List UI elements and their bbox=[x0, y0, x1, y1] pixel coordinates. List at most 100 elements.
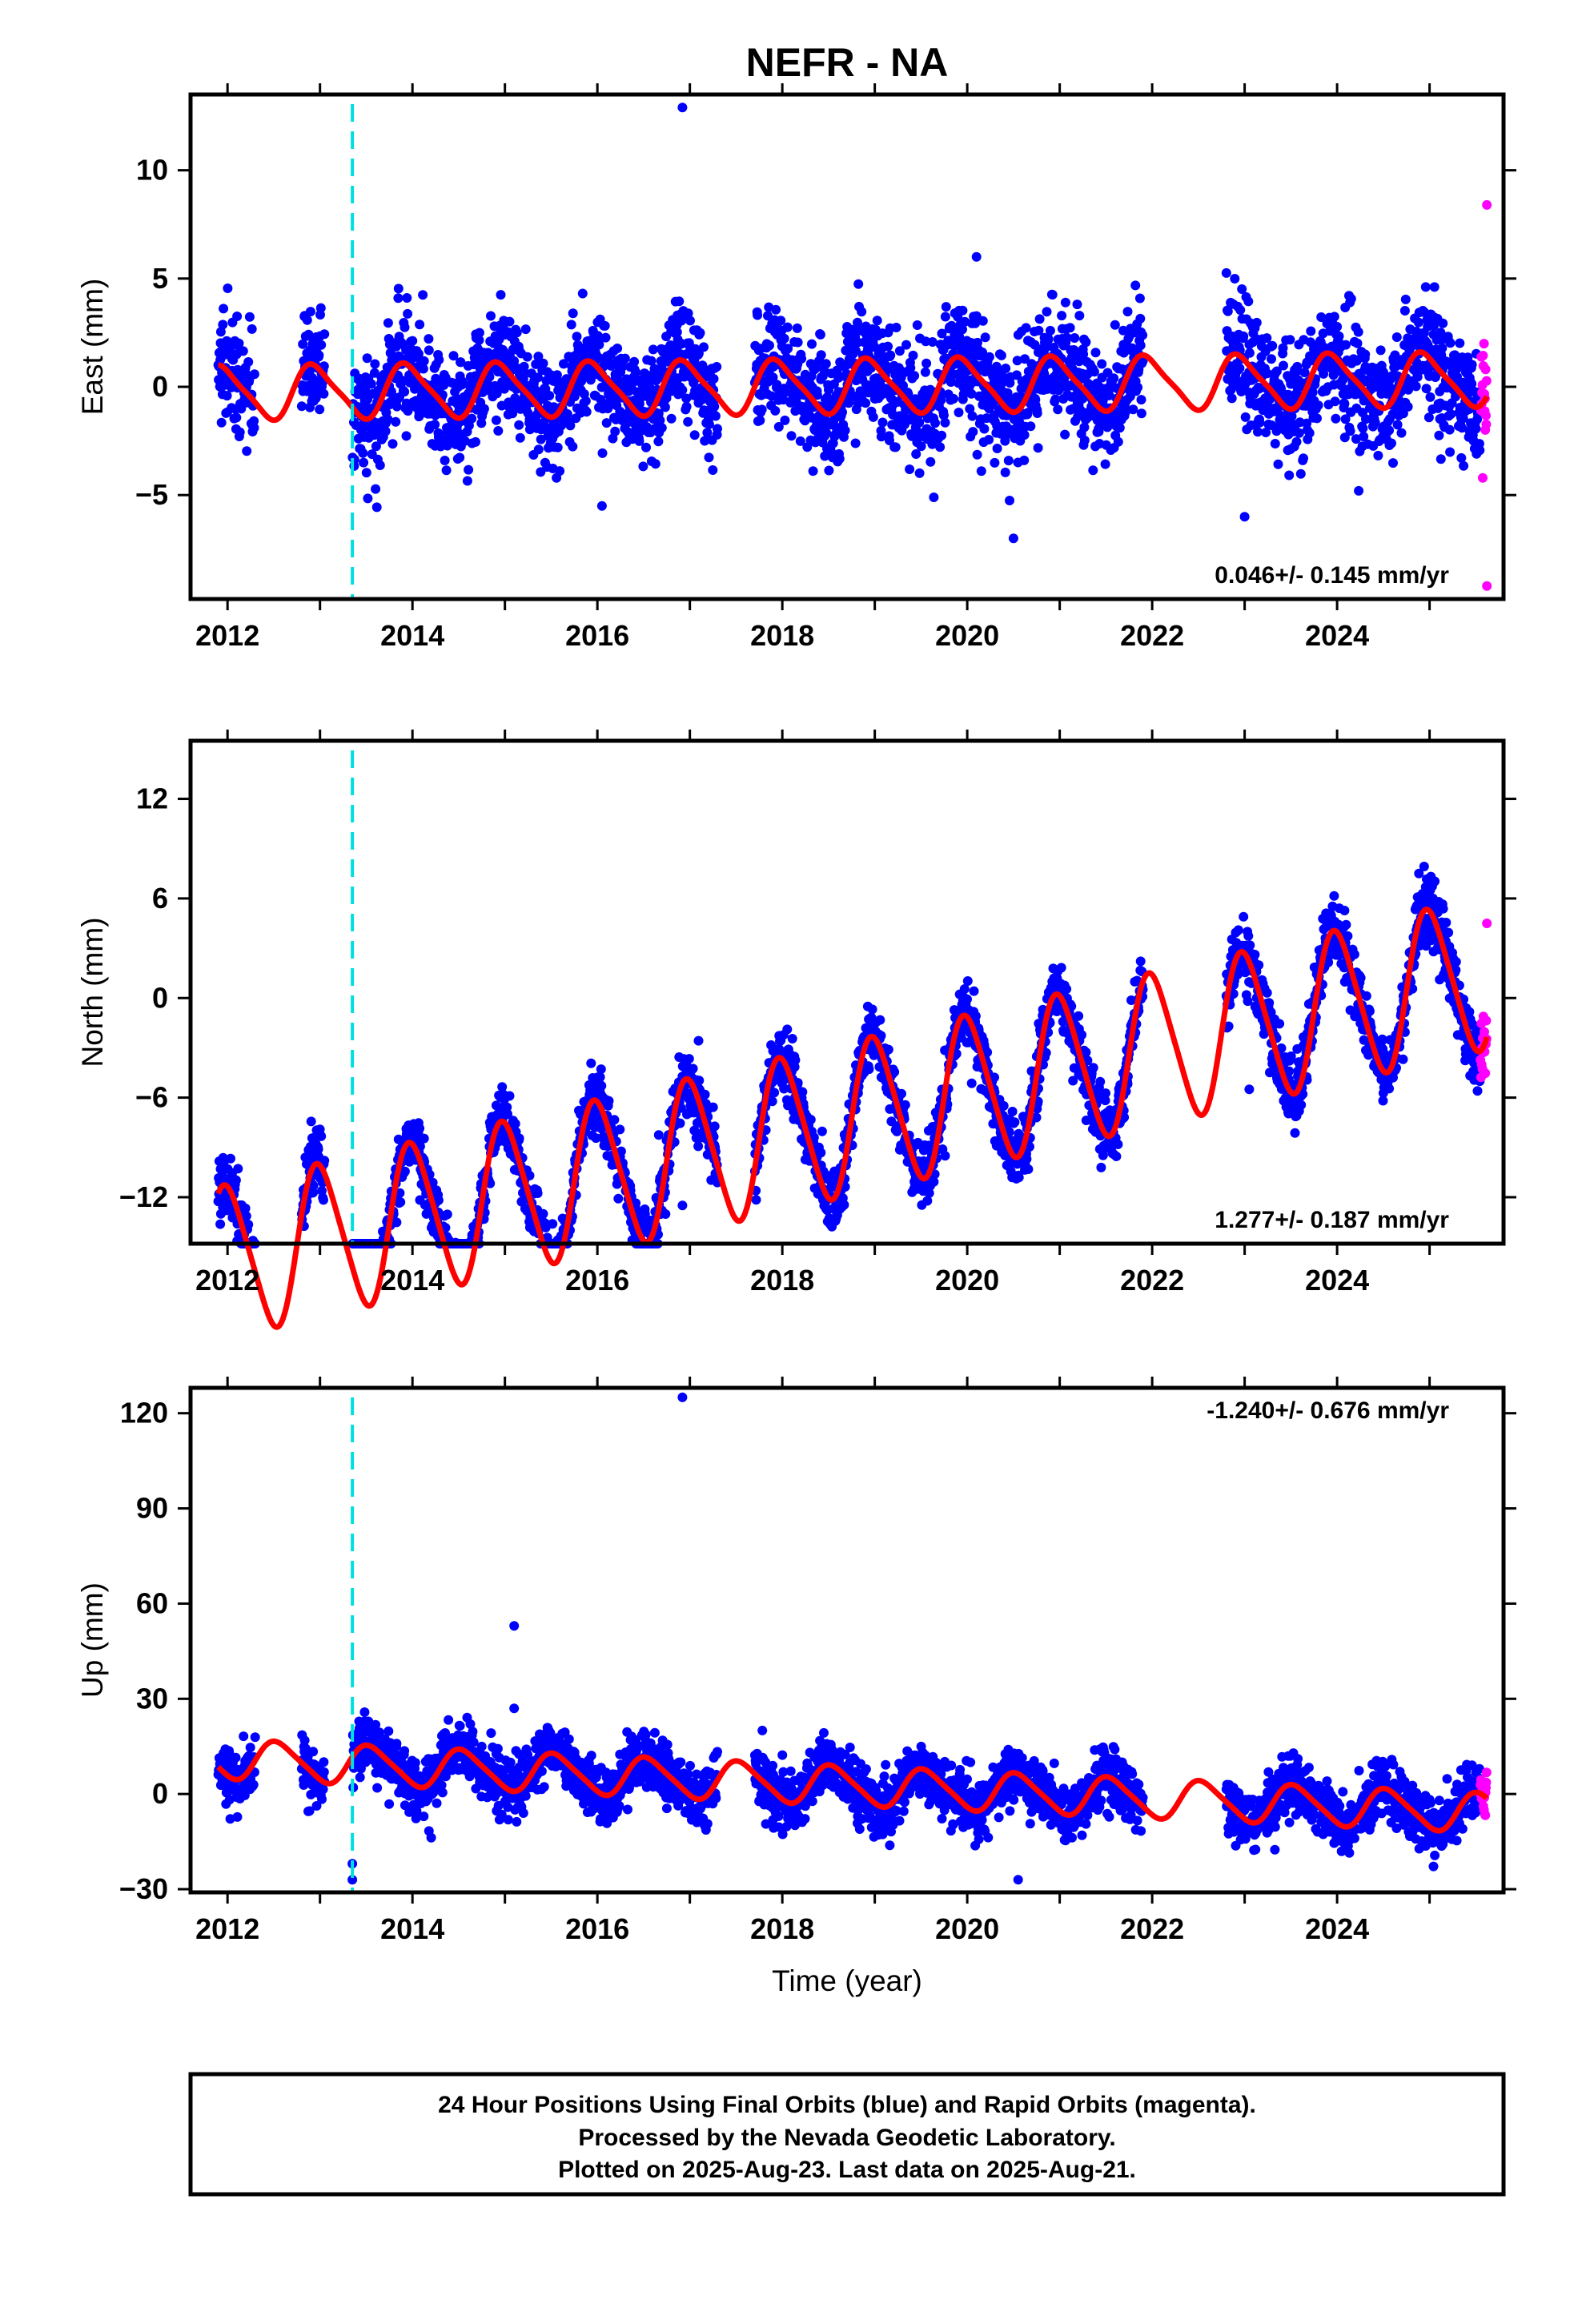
final-orbit-point bbox=[1373, 450, 1383, 460]
east-x-tick-label: 2018 bbox=[750, 619, 814, 652]
final-orbit-point bbox=[1304, 428, 1315, 438]
final-orbit-point bbox=[926, 456, 936, 467]
final-orbit-point bbox=[249, 369, 259, 380]
final-orbit-point bbox=[812, 390, 822, 400]
final-orbit-point bbox=[665, 386, 676, 396]
final-orbit-point bbox=[783, 344, 793, 354]
final-orbit-point bbox=[306, 1116, 316, 1127]
final-orbit-point bbox=[1239, 331, 1249, 341]
final-orbit-point bbox=[430, 420, 440, 430]
final-orbit-point bbox=[509, 356, 520, 366]
final-orbit-point bbox=[1360, 349, 1371, 360]
final-orbit-point bbox=[712, 362, 722, 372]
final-orbit-point bbox=[243, 357, 254, 367]
final-orbit-point bbox=[883, 341, 893, 352]
final-orbit-point bbox=[596, 382, 607, 392]
final-orbit-point bbox=[962, 994, 972, 1004]
final-orbit-point bbox=[709, 401, 720, 412]
final-orbit-point bbox=[817, 1126, 827, 1136]
final-orbit-point bbox=[770, 405, 781, 416]
final-orbit-point bbox=[979, 424, 990, 434]
final-orbit-point bbox=[1255, 417, 1265, 428]
final-orbit-point bbox=[790, 1055, 801, 1065]
final-orbit-point bbox=[1420, 282, 1431, 292]
final-orbit-point bbox=[1060, 429, 1070, 440]
final-orbit-point bbox=[940, 312, 950, 322]
final-orbit-point bbox=[491, 415, 501, 425]
final-orbit-point bbox=[552, 442, 563, 452]
final-orbit-point bbox=[638, 461, 648, 472]
final-orbit-point bbox=[807, 339, 817, 349]
final-orbit-point bbox=[484, 372, 495, 382]
final-orbit-point bbox=[713, 424, 722, 434]
final-orbit-point bbox=[905, 464, 915, 474]
final-orbit-point bbox=[401, 431, 412, 441]
final-orbit-point bbox=[755, 416, 765, 425]
final-orbit-point bbox=[969, 986, 979, 996]
final-orbit-point bbox=[978, 316, 988, 326]
final-orbit-point bbox=[949, 393, 958, 404]
final-orbit-point bbox=[816, 1148, 826, 1158]
final-orbit-point bbox=[1138, 330, 1148, 340]
final-orbit-point bbox=[905, 363, 916, 373]
final-orbit-point bbox=[215, 1219, 226, 1229]
final-orbit-point bbox=[700, 1089, 710, 1100]
east-y-tick-label: 5 bbox=[152, 262, 168, 295]
final-orbit-point bbox=[1354, 485, 1364, 496]
final-orbit-point bbox=[1072, 300, 1082, 310]
final-orbit-point bbox=[966, 1078, 977, 1088]
final-orbit-point bbox=[675, 1118, 685, 1128]
final-orbit-point bbox=[1000, 467, 1010, 477]
final-orbit-point bbox=[681, 393, 692, 404]
final-orbit-point bbox=[219, 304, 229, 314]
final-orbit-point bbox=[912, 320, 922, 330]
final-orbit-point bbox=[552, 370, 562, 380]
final-orbit-point bbox=[358, 448, 368, 458]
final-orbit-point bbox=[900, 1100, 910, 1110]
final-orbit-point bbox=[1133, 382, 1143, 392]
final-orbit-point bbox=[1425, 392, 1435, 402]
final-orbit-point bbox=[375, 460, 385, 470]
final-orbit-point bbox=[768, 372, 778, 383]
final-orbit-point bbox=[1392, 420, 1403, 430]
east-y-tick-label: −5 bbox=[135, 478, 168, 511]
final-orbit-point bbox=[1057, 311, 1067, 321]
final-orbit-point bbox=[857, 307, 867, 317]
final-orbit-point bbox=[439, 380, 449, 390]
final-orbit-point bbox=[840, 425, 850, 436]
final-orbit-point bbox=[1034, 314, 1045, 324]
final-orbit-point bbox=[984, 435, 994, 444]
final-orbit-point bbox=[867, 1004, 877, 1015]
final-orbit-point bbox=[531, 359, 541, 369]
final-orbit-point bbox=[937, 430, 947, 440]
final-orbit-point bbox=[402, 293, 412, 303]
final-orbit-point bbox=[1475, 445, 1485, 456]
final-orbit-point bbox=[418, 290, 428, 300]
final-orbit-point bbox=[909, 371, 920, 381]
final-orbit-point bbox=[298, 339, 308, 349]
final-orbit-point bbox=[1128, 404, 1138, 415]
final-orbit-point bbox=[1421, 384, 1431, 394]
final-orbit-point bbox=[1437, 343, 1447, 353]
final-orbit-point bbox=[498, 344, 508, 355]
final-orbit-point bbox=[408, 336, 418, 346]
final-orbit-point bbox=[1097, 359, 1107, 369]
final-orbit-point bbox=[710, 411, 721, 421]
final-orbit-point bbox=[1019, 430, 1030, 440]
final-orbit-point bbox=[877, 417, 888, 428]
final-orbit-point bbox=[555, 466, 565, 476]
final-orbit-point bbox=[233, 1164, 243, 1174]
final-orbit-point bbox=[383, 318, 393, 328]
east-x-tick-label: 2012 bbox=[195, 619, 259, 652]
final-orbit-point bbox=[1240, 412, 1251, 422]
final-orbit-point bbox=[1135, 340, 1146, 351]
final-orbit-point bbox=[672, 327, 682, 337]
final-orbit-point bbox=[897, 1088, 906, 1099]
final-orbit-point bbox=[1400, 294, 1411, 304]
final-orbit-point bbox=[661, 1209, 671, 1219]
final-orbit-point bbox=[1295, 468, 1306, 479]
final-orbit-point bbox=[868, 412, 878, 422]
final-orbit-point bbox=[655, 415, 665, 425]
final-orbit-point bbox=[458, 378, 468, 388]
final-orbit-point bbox=[1411, 381, 1421, 392]
